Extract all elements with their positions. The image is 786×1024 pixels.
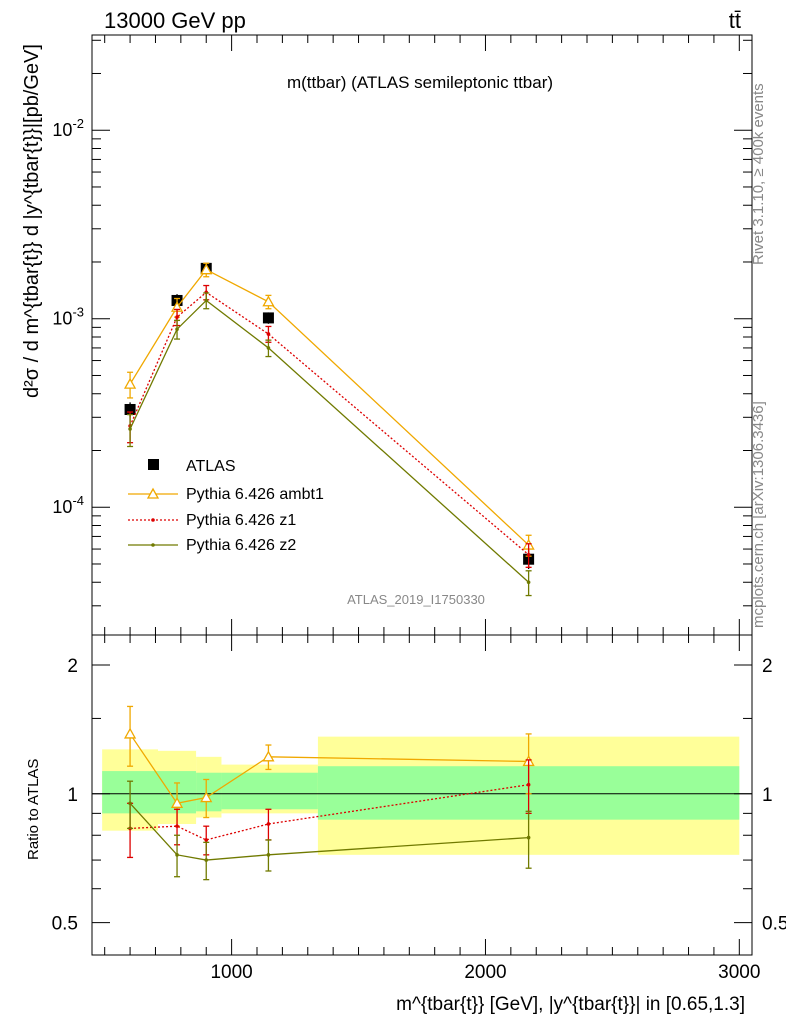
x-tick-label: 1000 [210,962,252,983]
energy-label: 13000 GeV pp [104,8,246,33]
ratio-point-z1 [204,838,209,842]
ratio-y-tick-label: 1 [67,785,78,806]
main-point-z2 [266,346,271,350]
legend-label-z2: Pythia 6.426 z2 [186,537,296,554]
legend-label-atlas: ATLAS [186,458,236,475]
x-tick-label: 2000 [464,962,506,983]
ratio-point-z2 [266,853,271,857]
main-point-z2 [204,298,209,303]
rivet-label: Rivet 3.1.10, ≥ 400k events [750,83,767,265]
ratio-y-tick-label: 0.5 [52,914,78,935]
main-point-z1 [175,315,179,319]
ratio-point-ambt1 [123,727,137,739]
process-label: tt̄ [729,8,741,33]
ratio-y-tick-label-right: 0.5 [762,914,786,935]
main-point-z1 [266,332,271,336]
main-point-z2 [128,427,132,431]
main-point-z2 [175,327,179,331]
main-point-z1 [526,552,531,557]
ratio-point-z1 [526,782,531,787]
ratio-point-ambt1 [170,796,184,808]
ratio-ylabel: Ratio to ATLAS [25,759,42,860]
legend-label-z1: Pythia 6.426 z1 [186,512,296,529]
mcplots-label: mcplots.cern.ch [arXiv:1306.3436] [750,401,767,628]
legend-marker-atlas [148,459,159,470]
series-layer [123,262,535,881]
y-tick-label: 10-4 [52,493,84,517]
x-tick-label: 3000 [718,962,760,983]
ratio-frame [91,634,753,956]
analysis-id: ATLAS_2019_I1750330 [347,592,485,607]
legend-marker-ambt1 [146,487,160,499]
main-point-atlas [124,403,136,415]
legend-label-ambt1: Pythia 6.426 ambt1 [186,486,324,503]
main-point-ambt1 [123,377,137,389]
y-tick-label: 10-2 [52,116,84,140]
main-ylabel: d²σ / d m^{tbar{t}} d |y^{tbar{t}}|[pb/G… [21,44,43,398]
legend-marker-z1 [151,518,155,522]
legend-marker-z2 [151,543,155,547]
legend: ATLAS Pythia 6.426 ambt1 Pythia 6.426 z1… [128,458,324,554]
y-tick-label: 10-3 [52,305,84,329]
band-inner [196,772,222,812]
ratio-uncertainty-bands [92,736,752,855]
ratio-point-ambt1 [200,791,213,803]
ratio-point-z2 [175,853,179,857]
main-point-z2 [526,580,531,585]
plot-title: m(ttbar) (ATLAS semileptonic ttbar) [287,73,553,92]
main-point-atlas [262,312,274,324]
ratio-point-z2 [526,835,531,840]
xlabel: m^{tbar{t}} [GeV], |y^{tbar{t}}| in [0.6… [396,994,745,1015]
ratio-point-ambt1 [262,750,275,762]
axis-ticks: 1000 2000 3000 10-4 10-3 10-2 0.5 0.5 1 1 2 2 [52,35,786,983]
ratio-point-z2 [128,801,132,806]
ratio-y-tick-label-right: 1 [762,785,773,806]
main-point-ambt1 [200,263,213,275]
ratio-y-tick-label-right: 2 [762,656,773,677]
ratio-point-z1 [266,822,271,826]
main-line-ambt1 [129,268,530,546]
ratio-point-z2 [204,858,209,862]
band-inner [221,772,318,810]
ratio-y-tick-label: 2 [67,656,78,677]
main-point-ambt1 [262,295,275,307]
ratio-point-z1 [175,824,179,828]
